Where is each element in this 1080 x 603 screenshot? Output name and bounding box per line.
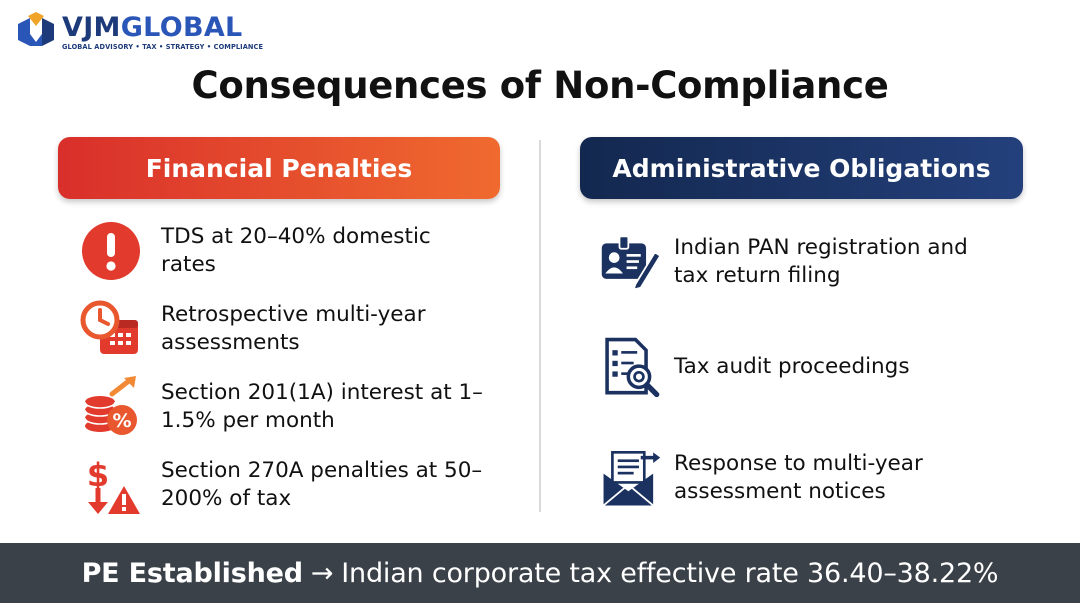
obligation-text: Indian PAN registration and tax return f… — [674, 235, 968, 288]
alert-icon — [80, 220, 142, 282]
arrow-right-icon: → — [310, 557, 334, 589]
financial-penalties-header: Financial Penalties — [58, 137, 500, 199]
envelope-notice-icon — [600, 447, 662, 509]
penalty-text: Section 270A penalties at 50–200% of tax — [161, 458, 483, 511]
list-item: Response to multi-year assessment notice… — [600, 447, 994, 509]
logo-tagline: GLOBAL ADVISORY • TAX • STRATEGY • COMPL… — [62, 42, 264, 51]
list-item: Tax audit proceedings — [600, 336, 994, 398]
list-item: Retrospective multi-year assessments — [80, 298, 491, 360]
list-item: $ Section 270A penalties at 50–200% of t… — [80, 454, 491, 516]
page-title: Consequences of Non-Compliance — [191, 64, 889, 107]
obligation-text: Tax audit proceedings — [674, 354, 910, 379]
svg-text:%: % — [112, 410, 131, 432]
administrative-obligations-header: Administrative Obligations — [580, 137, 1023, 199]
footer-text: Indian corporate tax effective rate 36.4… — [341, 557, 999, 589]
audit-document-icon — [600, 336, 662, 398]
footer-bar: PE Established → Indian corporate tax ef… — [0, 543, 1080, 603]
footer-strong: PE Established — [81, 557, 303, 589]
dollar-warning-icon: $ — [80, 454, 142, 516]
svg-text:$: $ — [87, 456, 109, 494]
id-card-pen-icon — [600, 231, 662, 293]
penalty-text: Retrospective multi-year assessments — [161, 302, 426, 355]
list-item: % Section 201(1A) interest at 1–1.5% per… — [80, 376, 491, 438]
list-item: Indian PAN registration and tax return f… — [600, 231, 994, 293]
list-item: TDS at 20–40% domestic rates — [80, 220, 491, 282]
brand-logo: VJMGLOBAL GLOBAL ADVISORY • TAX • STRATE… — [16, 12, 263, 52]
penalty-text: TDS at 20–40% domestic rates — [161, 224, 431, 277]
coins-percent-icon: % — [80, 376, 142, 438]
column-divider — [539, 140, 541, 512]
clock-calendar-icon — [80, 298, 142, 360]
obligation-text: Response to multi-year assessment notice… — [674, 451, 923, 504]
logo-name: VJMGLOBAL — [62, 11, 243, 43]
logo-mark-icon — [18, 12, 54, 46]
penalty-text: Section 201(1A) interest at 1–1.5% per m… — [161, 380, 483, 433]
